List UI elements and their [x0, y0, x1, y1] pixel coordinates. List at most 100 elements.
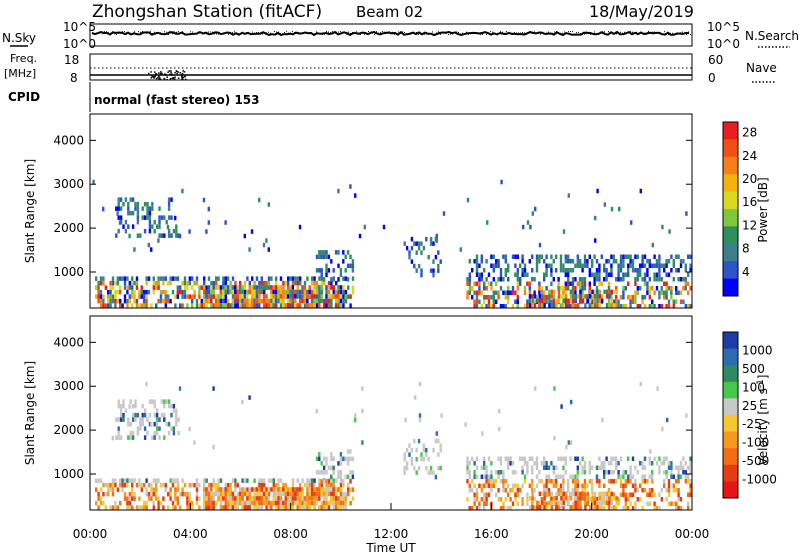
noise-search-point — [386, 31, 387, 33]
heatmap-cell — [562, 290, 565, 295]
heatmap-cell — [550, 263, 553, 268]
heatmap-cell — [672, 304, 675, 309]
heatmap-cell — [294, 276, 297, 281]
heatmap-cell — [296, 285, 299, 290]
heatmap-cell — [497, 295, 500, 300]
noise-search-point — [292, 31, 293, 33]
heatmap-cell — [248, 285, 251, 290]
heatmap-cell — [622, 506, 625, 511]
noise-search-point — [394, 33, 395, 35]
noise-search-point — [274, 31, 275, 32]
heatmap-cell — [150, 247, 153, 252]
heatmap-cell — [511, 483, 515, 488]
heatmap-cell — [415, 470, 418, 475]
heatmap-cell — [320, 298, 323, 304]
heatmap-cell — [205, 500, 208, 506]
heatmap-cell — [615, 465, 618, 470]
heatmap-cell — [550, 500, 553, 506]
heatmap-cell — [581, 295, 584, 300]
heatmap-cell — [665, 497, 668, 502]
heatmap-cell — [99, 294, 103, 299]
heatmap-cell — [663, 281, 666, 286]
heatmap-cell — [417, 245, 421, 251]
heatmap-cell — [579, 294, 582, 299]
noise-search-point — [690, 33, 691, 35]
heatmap-cell — [610, 272, 613, 277]
heatmap-cell — [172, 430, 176, 436]
heatmap-cell — [471, 286, 474, 291]
heatmap-cell — [165, 399, 168, 404]
heatmap-cell — [473, 259, 476, 264]
noise-search-point — [562, 32, 563, 34]
heatmap-cell — [442, 211, 446, 216]
heatmap-cell — [468, 488, 471, 493]
noise-search-point — [526, 33, 527, 35]
heatmap-cell — [337, 188, 340, 194]
noise-search-point — [398, 31, 399, 33]
heatmap-cell — [327, 482, 331, 488]
heatmap-cell — [605, 272, 608, 277]
heatmap-cell — [121, 303, 124, 308]
heatmap-cell — [262, 303, 266, 308]
heatmap-cell — [195, 280, 199, 286]
noise-search-point — [336, 31, 337, 33]
heatmap-cell — [622, 492, 625, 497]
heatmap-cell — [466, 497, 469, 502]
heatmap-cell — [586, 263, 589, 268]
heatmap-cell — [195, 496, 199, 501]
heatmap-cell — [410, 447, 414, 453]
heatmap-cell — [148, 219, 152, 225]
heatmap-cell — [643, 474, 647, 479]
colorbar-segment — [723, 156, 738, 175]
heatmap-cell — [499, 277, 503, 282]
heatmap-cell — [634, 277, 637, 282]
heatmap-cell — [610, 491, 613, 497]
heatmap-cell — [404, 417, 407, 423]
heatmap-cell — [291, 500, 295, 506]
heatmap-cell — [229, 280, 232, 286]
heatmap-cell — [562, 298, 565, 304]
heatmap-cell — [253, 500, 256, 506]
noise-search-point — [234, 31, 235, 33]
noise-search-point — [134, 31, 135, 33]
heatmap-cell — [629, 465, 632, 470]
heatmap-cell — [589, 303, 592, 308]
colorbar-segment — [723, 365, 738, 383]
heatmap-cell — [308, 505, 311, 510]
freq-point — [175, 70, 178, 73]
heatmap-cell — [567, 254, 570, 259]
heatmap-cell — [212, 505, 215, 510]
heatmap-cell — [310, 496, 314, 501]
heatmap-cell — [344, 474, 347, 480]
heatmap-cell — [330, 482, 333, 488]
heatmap-cell — [332, 482, 335, 488]
heatmap-cell — [562, 488, 565, 493]
heatmap-cell — [159, 289, 163, 295]
heatmap-cell — [176, 496, 179, 501]
heatmap-cell — [155, 417, 159, 422]
heatmap-cell — [685, 413, 688, 418]
y-tick-label: 1000 — [53, 467, 84, 481]
heatmap-cell — [342, 456, 345, 462]
heatmap-cell — [540, 254, 543, 259]
noise-search-point — [560, 32, 561, 34]
heatmap-cell — [114, 500, 117, 506]
heatmap-cell — [405, 461, 409, 466]
noise-search-point — [434, 33, 435, 35]
heatmap-cell — [287, 285, 290, 290]
colorbar-tick-label: 20 — [742, 172, 757, 186]
heatmap-cell — [550, 272, 553, 277]
heatmap-cell — [475, 272, 479, 277]
heatmap-cell — [159, 500, 163, 506]
heatmap-cell — [586, 496, 589, 501]
heatmap-cell — [164, 482, 167, 488]
heatmap-cell — [188, 491, 191, 497]
heatmap-cell — [617, 272, 620, 277]
heatmap-cell — [342, 505, 345, 510]
heatmap-cell — [608, 500, 611, 506]
heatmap-cell — [139, 421, 142, 427]
heatmap-cell — [534, 206, 537, 212]
heatmap-cell — [663, 483, 666, 488]
heatmap-cell — [210, 500, 213, 506]
heatmap-cell — [689, 461, 692, 466]
